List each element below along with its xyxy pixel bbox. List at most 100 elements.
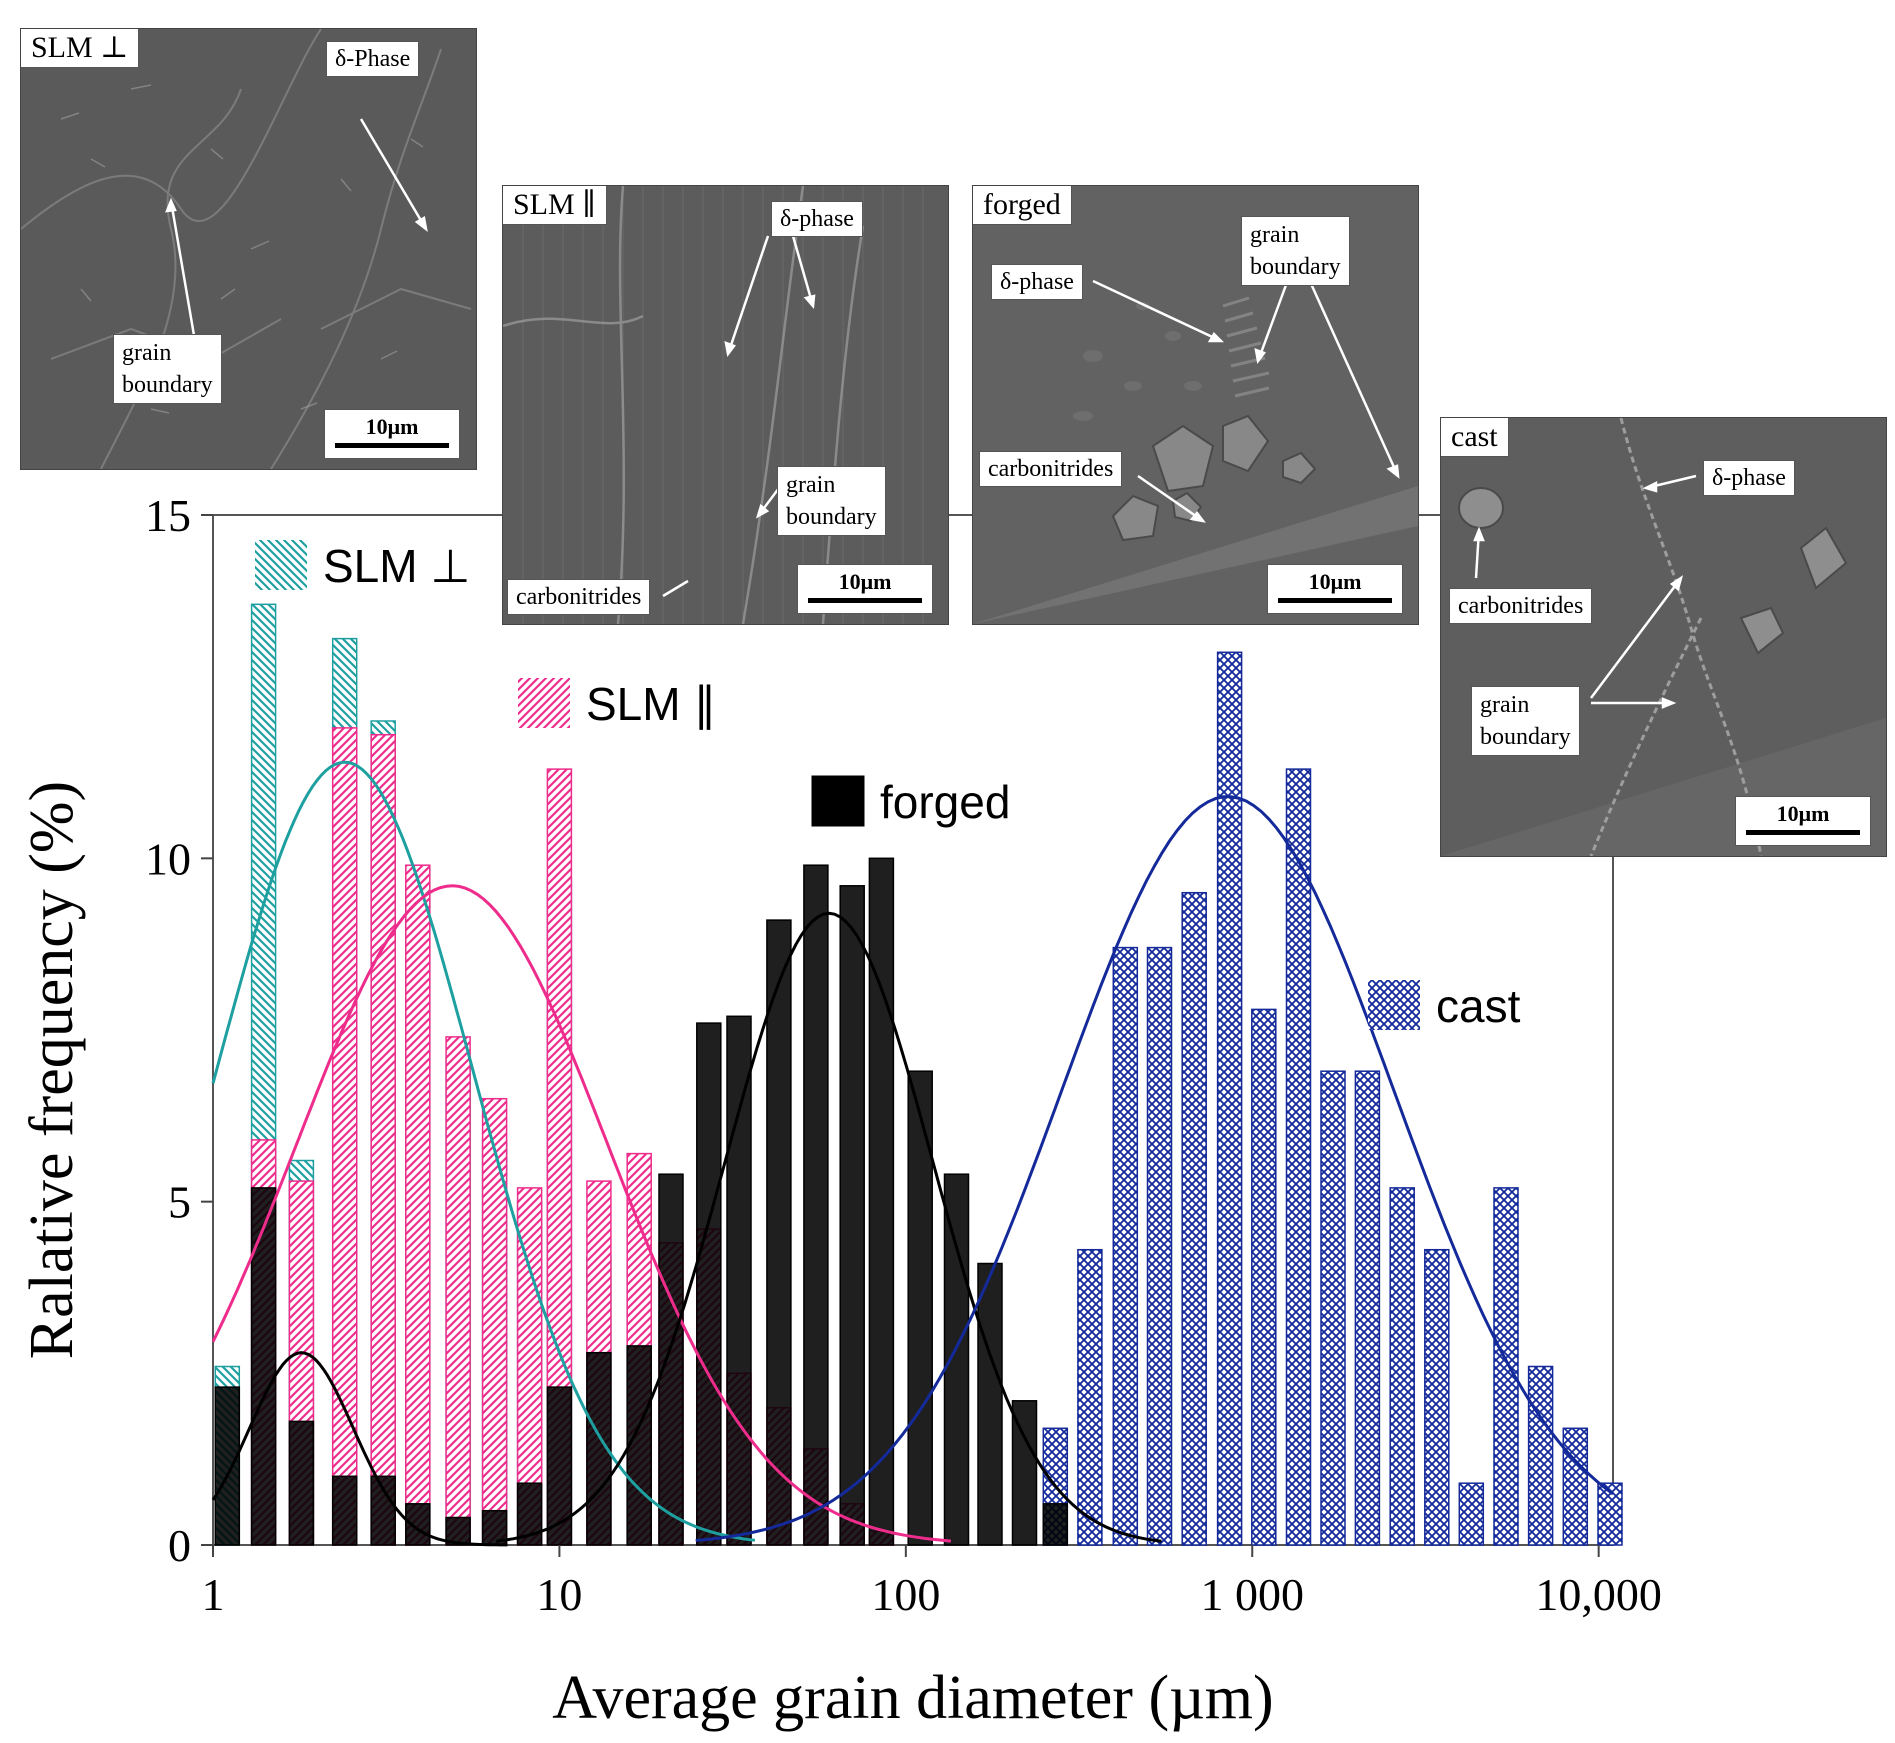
bar-forged-11	[626, 1345, 652, 1546]
y-tick-label: 10	[145, 833, 191, 884]
grain-boundary-line2: boundary	[122, 372, 213, 398]
micrograph-texture	[503, 186, 948, 624]
bar-forged-2	[288, 1420, 315, 1546]
legend-swatch-slm	[518, 678, 570, 728]
y-axis-label: Ralative frequency (%)	[18, 781, 86, 1359]
x-axis-label: Average grain diameter (µm)	[552, 1664, 1273, 1732]
bar-forged-17	[839, 885, 865, 1546]
grain-boundary-line1: grain	[122, 340, 172, 366]
grain-boundary-line2: boundary	[786, 504, 877, 530]
scale-bar: 10μm	[324, 409, 460, 459]
bar-forged-18	[868, 857, 895, 1546]
grain-boundary-line1: grain	[786, 472, 836, 498]
bar-forged-20	[943, 1173, 970, 1546]
bar-forged-6	[445, 1516, 471, 1546]
bar-forged-22	[1011, 1400, 1038, 1546]
fit-curve-forged	[496, 911, 1162, 1543]
bar-forged-12	[658, 1173, 684, 1546]
fit-curve-slm	[211, 760, 756, 1542]
micrograph-title: SLM ⊥	[21, 29, 140, 68]
micrograph-forged: forged δ-phase grain boundary carbonitri…	[972, 185, 1419, 625]
scale-bar-label: 10μm	[1776, 801, 1830, 826]
micrograph-arrows	[662, 235, 816, 598]
scale-bar: 10μm	[797, 564, 933, 614]
grain-boundary-label: grain boundary	[1241, 216, 1350, 286]
grain-boundary-label: grain boundary	[113, 334, 222, 404]
micrograph-title: forged	[973, 186, 1072, 225]
bar-cast-6	[1251, 1008, 1277, 1546]
bar-cast-8	[1320, 1070, 1346, 1546]
delta-phase-label: δ-phase	[991, 264, 1083, 300]
grain-boundary-line2: boundary	[1480, 724, 1571, 750]
bar-cast-10	[1389, 1187, 1415, 1546]
bar-forged-14	[726, 1015, 752, 1546]
x-tick-label: 10,000	[1535, 1569, 1662, 1620]
bar-cast-14	[1527, 1365, 1554, 1546]
micrograph-arrows	[1092, 265, 1400, 523]
scale-bar-label: 10μm	[365, 414, 419, 439]
carbonitrides-label: carbonitrides	[1449, 588, 1593, 624]
bar-forged-1	[250, 1187, 277, 1546]
bar-slm-3	[370, 733, 396, 1546]
x-tick-label: 1 000	[1200, 1569, 1304, 1620]
legend-swatch-forged	[811, 775, 865, 827]
scale-bar-label: 10μm	[838, 569, 892, 594]
bar-slm-4	[405, 864, 431, 1546]
micrograph-slm-perpendicular: SLM ⊥ δ-Phase grain boundary 10μm	[20, 28, 477, 470]
bar-forged-10	[586, 1351, 612, 1546]
carbonitrides-label: carbonitrides	[979, 451, 1123, 487]
y-tick-label: 5	[168, 1177, 191, 1228]
micrograph-slm-parallel: SLM ∥ δ-phase grain boundary carbonitrid…	[502, 185, 949, 625]
bar-cast-7	[1285, 768, 1312, 1546]
bar-forged-16	[803, 864, 829, 1546]
bar-forged-9	[546, 1386, 573, 1546]
bar-forged-19	[907, 1070, 933, 1546]
bar-forged-15	[766, 919, 792, 1546]
x-tick-label: 100	[871, 1569, 940, 1620]
y-tick-label: 15	[145, 490, 191, 541]
delta-phase-label: δ-phase	[1703, 460, 1795, 496]
legend-label-cast: cast	[1436, 980, 1521, 1032]
bar-cast-3	[1146, 946, 1173, 1546]
micrograph-arrows	[1473, 474, 1697, 709]
bar-forged-13	[696, 1022, 722, 1546]
bar-cast-15	[1562, 1427, 1589, 1546]
scale-bar-label: 10μm	[1308, 569, 1362, 594]
legend-label-forged: forged	[880, 776, 1010, 828]
x-tick-label: 10	[536, 1569, 582, 1620]
bar-cast-13	[1493, 1187, 1519, 1546]
grain-boundary-label: grain boundary	[777, 466, 886, 536]
bar-cast-4	[1181, 891, 1207, 1546]
scale-bar: 10μm	[1267, 564, 1403, 614]
bar-cast-11	[1424, 1248, 1450, 1546]
bar-slm-5	[445, 1036, 471, 1546]
bar-slm-6	[481, 1097, 508, 1546]
bar-forged-23	[1042, 1503, 1069, 1546]
carbonitrides-label: carbonitrides	[507, 579, 651, 615]
scale-bar: 10μm	[1735, 796, 1871, 846]
bar-forged-3	[331, 1475, 358, 1546]
micrograph-texture	[21, 29, 476, 469]
bar-forged-0	[214, 1386, 241, 1546]
fit-curve-forged-small	[211, 1351, 508, 1547]
micrograph-cast: cast δ-phase carbonitrides grain boundar…	[1440, 417, 1887, 857]
grain-boundary-line1: grain	[1480, 692, 1530, 718]
bar-forged-21	[977, 1262, 1003, 1546]
bar-cast-9	[1354, 1070, 1381, 1546]
fit-curve-cast	[695, 795, 1614, 1542]
legend-swatch-slm	[255, 540, 307, 590]
x-tick-label: 1	[202, 1569, 225, 1620]
bar-cast-2	[1112, 946, 1139, 1546]
micrograph-title: SLM ∥	[503, 186, 608, 225]
legend-label-slm: SLM ⊥	[323, 540, 470, 592]
micrograph-title: cast	[1441, 418, 1509, 457]
fit-curve-slm	[211, 884, 952, 1543]
grain-boundary-line1: grain	[1250, 222, 1300, 248]
micrograph-arrows	[165, 118, 428, 348]
grain-boundary-label: grain boundary	[1471, 686, 1580, 756]
bar-cast-1	[1077, 1248, 1103, 1546]
grain-boundary-line2: boundary	[1250, 254, 1341, 280]
delta-phase-label: δ-phase	[771, 201, 863, 237]
